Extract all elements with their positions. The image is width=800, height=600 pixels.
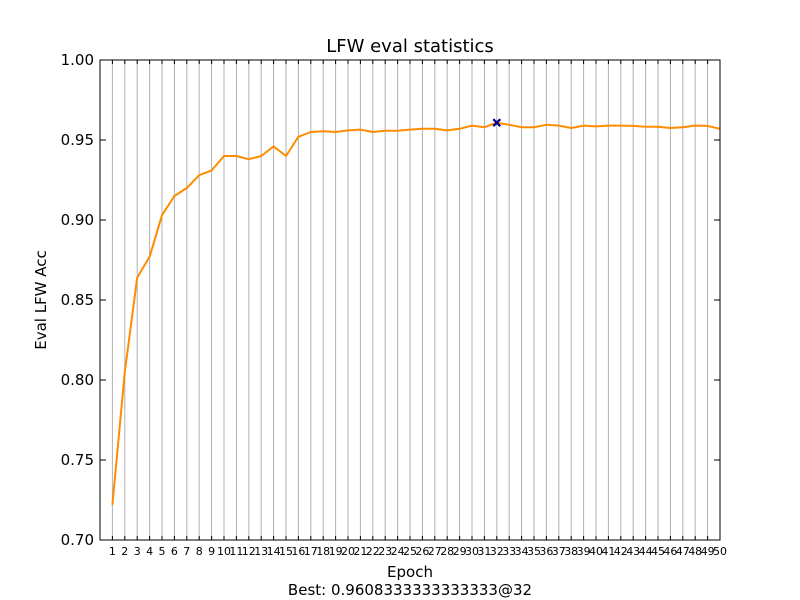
grid-layer: [111, 60, 709, 540]
x-tick-label: 45: [651, 545, 665, 558]
accuracy-series-line: [111, 121, 721, 505]
x-tick-label: 20: [341, 545, 355, 558]
x-tick-label: 24: [391, 545, 405, 558]
x-tick-label: 42: [614, 545, 628, 558]
x-tick-label: 22: [366, 545, 380, 558]
x-tick-label: 26: [415, 545, 429, 558]
x-tick-label: 32: [490, 545, 504, 558]
x-tick-label: 13: [254, 545, 268, 558]
series-layer: [111, 118, 721, 505]
y-tick-label: 0.70: [61, 531, 94, 549]
x-tick-label: 16: [291, 545, 305, 558]
y-tick-label: 1.00: [61, 51, 94, 69]
x-tick-label: 41: [601, 545, 615, 558]
x-tick-label: 4: [146, 545, 153, 558]
x-tick-label: 40: [589, 545, 603, 558]
x-tick-label: 38: [564, 545, 578, 558]
x-tick-label: 29: [453, 545, 467, 558]
x-tick-label: 36: [539, 545, 553, 558]
x-tick-label: 48: [688, 545, 702, 558]
x-tick-label: 49: [701, 545, 715, 558]
x-tick-label: 46: [663, 545, 677, 558]
x-tick-label: 47: [676, 545, 690, 558]
x-tick-label: 44: [639, 545, 653, 558]
x-tick-label: 3: [134, 545, 141, 558]
x-tick-label: 50: [713, 545, 727, 558]
x-tick-label: 31: [477, 545, 491, 558]
x-tick-label: 17: [304, 545, 318, 558]
best-marker-stroke: [492, 118, 502, 127]
x-tick-label: 6: [171, 545, 178, 558]
x-tick-label: 25: [403, 545, 417, 558]
x-tick-label: 34: [515, 545, 529, 558]
x-tick-label: 9: [208, 545, 215, 558]
best-point-marker: [492, 118, 502, 127]
x-axis-label: Epoch: [387, 563, 433, 581]
x-tick-label: 18: [316, 545, 330, 558]
x-tick-labels: 1 2 3 4 5 6 7 8 9 1011121314151617181920212223242…: [109, 545, 727, 558]
x-tick-label: 39: [577, 545, 591, 558]
y-tick-label: 0.80: [61, 371, 94, 389]
x-tick-label: 10: [217, 545, 231, 558]
y-tick-labels: 0.70 0.75 0.80 0.85 0.90 0.95 1.00: [61, 51, 94, 549]
x-tick-label: 14: [267, 545, 281, 558]
x-tick-label: 11: [229, 545, 243, 558]
x-tick-label: 28: [440, 545, 454, 558]
x-tick-label: 2: [121, 545, 128, 558]
x-tick-label: 15: [279, 545, 293, 558]
y-tick-label: 0.95: [61, 131, 94, 149]
x-tick-label: 33: [502, 545, 516, 558]
x-tick-label: 12: [242, 545, 256, 558]
x-tick-label: 23: [378, 545, 392, 558]
y-axis-label: Eval LFW Acc: [32, 250, 50, 350]
y-tick-label: 0.85: [61, 291, 94, 309]
x-tick-label: 7: [183, 545, 190, 558]
y-tick-label: 0.90: [61, 211, 94, 229]
x-tick-label: 1: [109, 545, 116, 558]
x-tick-label: 21: [353, 545, 367, 558]
tick-layer: [100, 59, 721, 541]
x-tick-label: 35: [527, 545, 541, 558]
x-tick-label: 27: [428, 545, 442, 558]
x-tick-label: 30: [465, 545, 479, 558]
x-tick-label: 5: [159, 545, 166, 558]
x-tick-label: 8: [196, 545, 203, 558]
x-tick-label: 43: [626, 545, 640, 558]
x-tick-label: 37: [552, 545, 566, 558]
y-tick-label: 0.75: [61, 451, 94, 469]
x-tick-label: 19: [329, 545, 343, 558]
best-score-footer: Best: 0.9608333333333333@32: [288, 581, 532, 599]
chart-title: LFW eval statistics: [326, 36, 494, 57]
